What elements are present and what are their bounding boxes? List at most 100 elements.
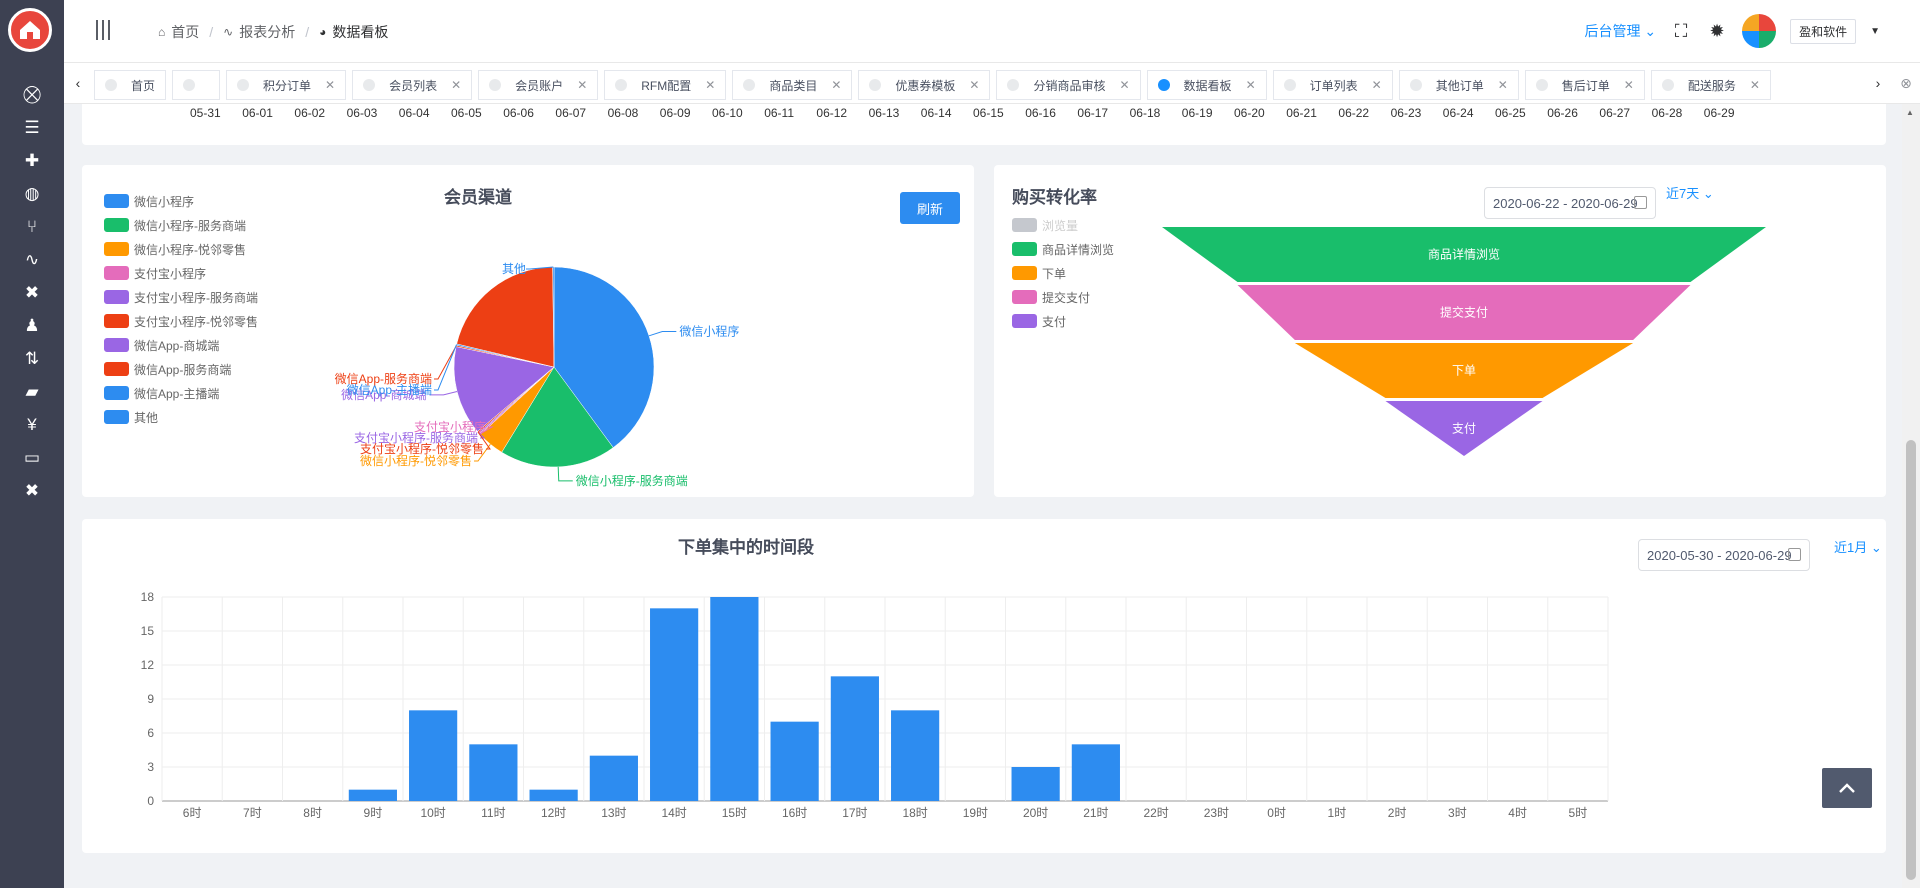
- tab-13[interactable]: 配送服务 ✕: [1650, 70, 1771, 100]
- legend-item[interactable]: 支付: [1012, 309, 1114, 333]
- tab-5[interactable]: RFM配置 ✕: [604, 70, 727, 100]
- x-tick-label: 21时: [1083, 806, 1108, 820]
- company-name[interactable]: 盈和软件: [1790, 18, 1857, 44]
- menu-toggle-icon[interactable]: [96, 20, 112, 40]
- bar[interactable]: [348, 789, 397, 801]
- refresh-button[interactable]: 刷新: [900, 192, 960, 224]
- tab-10[interactable]: 订单列表 ✕: [1272, 70, 1393, 100]
- legend-item[interactable]: 支付宝小程序-服务商端: [104, 285, 258, 309]
- legend-item[interactable]: 支付宝小程序: [104, 261, 258, 285]
- tab-close-icon[interactable]: ✕: [1623, 78, 1634, 92]
- legend-item[interactable]: 微信App-主播端: [104, 381, 258, 405]
- bar[interactable]: [589, 755, 638, 801]
- tab-3[interactable]: 会员列表 ✕: [352, 70, 473, 100]
- tab-0[interactable]: 首页: [94, 70, 167, 100]
- tab-close-icon[interactable]: ✕: [969, 78, 980, 92]
- briefcase-icon[interactable]: ▰: [25, 381, 39, 401]
- breadcrumb-report[interactable]: ∿ 报表分析: [223, 24, 296, 40]
- scroll-thumb[interactable]: [1906, 440, 1916, 880]
- list-icon[interactable]: ☰: [24, 117, 40, 137]
- tab-close-icon[interactable]: ✕: [325, 78, 336, 92]
- user-add-icon[interactable]: ✚: [24, 150, 40, 170]
- bug-icon[interactable]: ✹: [1709, 20, 1725, 41]
- tab-dot-icon: [1007, 79, 1020, 91]
- pulse-icon[interactable]: ∿: [24, 249, 40, 269]
- admin-menu[interactable]: 后台管理 ⌄: [1584, 23, 1657, 39]
- logo[interactable]: [8, 8, 52, 52]
- legend-item[interactable]: 下单: [1012, 261, 1114, 285]
- breadcrumb-home[interactable]: ⌂ 首页: [158, 24, 200, 40]
- tab-1[interactable]: [172, 70, 221, 100]
- exchange-icon[interactable]: ⇅: [24, 348, 40, 368]
- bar[interactable]: [710, 597, 759, 801]
- legend-item[interactable]: 其他: [104, 405, 258, 429]
- conversion-date-range[interactable]: 2020-06-22 - 2020-06-29: [1484, 187, 1656, 219]
- tab-close-icon[interactable]: ✕: [1119, 78, 1130, 92]
- legend-item[interactable]: 微信小程序-悦邻零售: [104, 237, 258, 261]
- avatar[interactable]: [1742, 14, 1777, 48]
- legend-item[interactable]: 商品详情浏览: [1012, 237, 1114, 261]
- legend-item[interactable]: 微信小程序-服务商端: [104, 213, 258, 237]
- fullscreen-icon[interactable]: ⛶: [1674, 20, 1688, 41]
- bar[interactable]: [650, 608, 699, 801]
- branch-icon[interactable]: ⑂: [26, 216, 38, 236]
- legend-item[interactable]: 微信小程序: [104, 189, 258, 213]
- tab-12[interactable]: 售后订单 ✕: [1524, 70, 1645, 100]
- tab-11[interactable]: 其他订单 ✕: [1398, 70, 1519, 100]
- pie-slice[interactable]: [453, 346, 555, 432]
- tabs-scroll-left-icon[interactable]: ‹: [75, 75, 81, 91]
- tab-close-icon[interactable]: ✕: [577, 78, 588, 92]
- palette-icon[interactable]: ◍: [24, 183, 40, 203]
- legend-item[interactable]: 提交支付: [1012, 285, 1114, 309]
- tab-close-icon[interactable]: ✕: [1749, 78, 1760, 92]
- close-all-tabs-icon[interactable]: ⊗: [1900, 74, 1912, 91]
- order-time-range-select[interactable]: 近1月 ⌄: [1834, 540, 1882, 555]
- page-scrollbar[interactable]: ▲: [1902, 104, 1920, 888]
- x-tick-label: 14时: [661, 806, 686, 820]
- tab-close-icon[interactable]: ✕: [1371, 78, 1382, 92]
- tabs-scroll-right-icon[interactable]: ›: [1875, 75, 1881, 91]
- bar[interactable]: [770, 721, 819, 801]
- tools-icon[interactable]: ✖: [24, 282, 40, 302]
- bar[interactable]: [409, 710, 458, 801]
- legend-item[interactable]: 微信App-服务商端: [104, 357, 258, 381]
- pie-slice[interactable]: [501, 366, 614, 468]
- bar[interactable]: [529, 789, 578, 801]
- tab-4[interactable]: 会员账户 ✕: [478, 70, 599, 100]
- bar[interactable]: [830, 676, 879, 801]
- bar[interactable]: [469, 744, 518, 801]
- caret-down-icon[interactable]: ▼: [1870, 25, 1880, 37]
- order-time-date-range[interactable]: 2020-05-30 - 2020-06-29: [1638, 539, 1810, 571]
- bar[interactable]: [1011, 767, 1060, 801]
- tab-6[interactable]: 商品类目 ✕: [732, 70, 853, 100]
- scroll-up-icon[interactable]: ▲: [1906, 108, 1914, 117]
- tab-2[interactable]: 积分订单 ✕: [226, 70, 347, 100]
- legend-item[interactable]: 支付宝小程序-悦邻零售: [104, 309, 258, 333]
- basket-icon[interactable]: ⛒: [23, 84, 41, 104]
- wrench-icon[interactable]: ✖: [24, 480, 40, 500]
- yen-icon[interactable]: ¥: [27, 414, 37, 434]
- funnel-stage[interactable]: [1385, 401, 1543, 456]
- pie-label: 支付宝小程序-悦邻零售: [360, 441, 484, 456]
- tab-close-icon[interactable]: ✕: [451, 78, 462, 92]
- tab-9[interactable]: 数据看板 ✕: [1146, 70, 1267, 100]
- bar[interactable]: [891, 710, 940, 801]
- tab-close-icon[interactable]: ✕: [1245, 78, 1256, 92]
- conversion-range-select[interactable]: 近7天 ⌄: [1666, 186, 1714, 201]
- legend-item[interactable]: 浏览量: [1012, 213, 1114, 237]
- back-to-top-button[interactable]: [1822, 768, 1872, 808]
- funnel-stage[interactable]: [1294, 343, 1634, 398]
- bar[interactable]: [1071, 744, 1120, 801]
- legend-item[interactable]: 微信App-商城端: [104, 333, 258, 357]
- monitor-icon[interactable]: ▭: [23, 447, 41, 467]
- funnel-stage[interactable]: [1162, 227, 1766, 282]
- pie-slice[interactable]: [553, 266, 655, 448]
- tab-close-icon[interactable]: ✕: [1497, 78, 1508, 92]
- tab-7[interactable]: 优惠券模板 ✕: [858, 70, 991, 100]
- funnel-stage[interactable]: [1237, 285, 1691, 340]
- person-icon[interactable]: ♟: [24, 315, 40, 335]
- x-tick-label: 19时: [963, 806, 988, 820]
- tab-close-icon[interactable]: ✕: [831, 78, 842, 92]
- tab-8[interactable]: 分销商品审核 ✕: [996, 70, 1141, 100]
- tab-close-icon[interactable]: ✕: [705, 78, 716, 92]
